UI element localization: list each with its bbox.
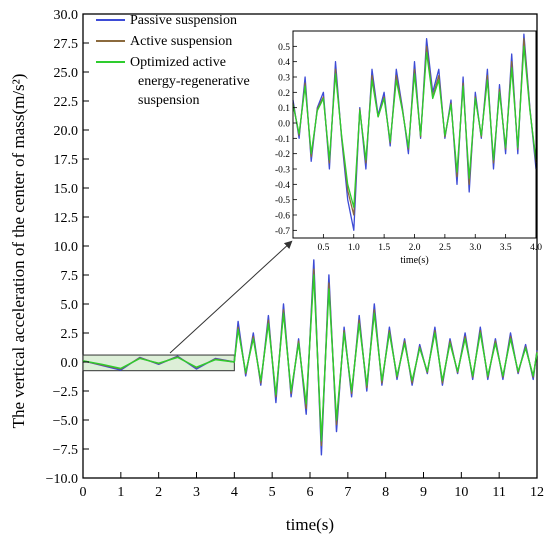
x-tick-label: 6 — [307, 485, 314, 500]
x-tick-label: 9 — [420, 485, 427, 500]
inset-x-tick-label: 4.0 — [530, 243, 542, 253]
x-tick-label: 7 — [344, 485, 351, 500]
main-series-line-3 — [82, 274, 538, 442]
inset-x-tick-label: 0.5 — [317, 243, 329, 253]
inset-plot: 0.5 1.0 1.5 2.0 2.5 3.0 3.5 4.0 -0.7-0.6-0.5-0.… — [275, 30, 542, 266]
legend: Passive suspension Active suspension Optim… — [96, 13, 250, 108]
y-tick-label: 20.0 — [54, 124, 79, 139]
y-tick-label: 0.0 — [61, 356, 79, 371]
legend-label-3: Optimized active — [130, 55, 226, 70]
inset-x-tick-label: 3.0 — [469, 243, 481, 253]
inset-y-tick-label: 0.2 — [278, 89, 290, 99]
x-axis-label: time(s) — [286, 515, 334, 534]
x-tick-label: 2 — [155, 485, 162, 500]
inset-y-tick-label: -0.4 — [275, 181, 290, 191]
inset-series-line-3 — [292, 45, 537, 208]
inset-y-tick-label: 0.0 — [278, 120, 290, 130]
inset-x-axis-label: time(s) — [400, 255, 428, 266]
y-axis-label: The vertical acceleration of the center … — [9, 74, 28, 429]
legend-label-3: energy-regenerative — [138, 74, 250, 89]
x-tick-label: 0 — [80, 485, 87, 500]
y-tick-label: 2.5 — [61, 327, 79, 342]
main-plot: 0 1 2 3 4 5 6 7 8 9 10 11 12 −10.0−7.5−5.0−2.50.02.5… — [9, 8, 544, 534]
inset-y-tick-label: -0.7 — [275, 227, 290, 237]
y-tick-label: −7.5 — [53, 443, 78, 458]
legend-label-1: Passive suspension — [130, 13, 237, 28]
y-tick-label: −10.0 — [46, 472, 78, 487]
x-tick-label: 1 — [117, 485, 124, 500]
main-y-ticks: −10.0 −7.5 −5.0 −2.5 0.0 2.5 5.0 7.5 10.0 12.5 15.… — [46, 8, 89, 487]
y-tick-label: −2.5 — [53, 385, 78, 400]
inset-y-tick-label: -0.2 — [275, 150, 290, 160]
inset-x-tick-label: 2.0 — [409, 243, 421, 253]
inset-x-tick-label: 1.5 — [378, 243, 390, 253]
y-tick-label: 7.5 — [61, 269, 79, 284]
y-tick-label: 5.0 — [61, 298, 79, 313]
inset-x-tick-label: 1.0 — [348, 243, 360, 253]
inset-y-tick-label: -0.1 — [275, 135, 290, 145]
x-tick-label: 3 — [193, 485, 200, 500]
inset-y-tick-label: 0.1 — [278, 104, 290, 114]
x-tick-label: 5 — [269, 485, 276, 500]
inset-series-group — [292, 33, 537, 231]
x-tick-label: 4 — [231, 485, 238, 500]
y-tick-label: 27.5 — [54, 37, 79, 52]
y-tick-label: 25.0 — [54, 66, 79, 81]
inset-y-tick-label: 0.5 — [278, 43, 290, 53]
y-tick-label: 22.5 — [54, 95, 79, 110]
y-tick-label: 30.0 — [54, 8, 79, 23]
inset-y-tick-label: 0.4 — [278, 58, 290, 68]
inset-x-tick-label: 2.5 — [439, 243, 451, 253]
zoom-connector-arrow — [169, 240, 293, 354]
legend-label-2: Active suspension — [130, 34, 232, 49]
main-x-ticks: 0 1 2 3 4 5 6 7 8 9 10 11 12 — [80, 472, 544, 500]
inset-y-ticks: -0.7 -0.6 -0.5 -0.4 -0.3 -0.2 -0.1 0.0 0.1 0.2 0.3… — [275, 43, 297, 237]
inset-y-tick-label: -0.5 — [275, 196, 290, 206]
legend-label-3: suspension — [138, 93, 199, 108]
y-tick-label: −5.0 — [53, 414, 78, 429]
y-tick-label: 17.5 — [54, 153, 79, 168]
inset-x-ticks: 0.5 1.0 1.5 2.0 2.5 3.0 3.5 4.0 — [317, 234, 542, 253]
main-series-group — [82, 259, 538, 456]
x-tick-label: 10 — [454, 485, 468, 500]
x-tick-label: 12 — [530, 485, 544, 500]
x-tick-label: 8 — [382, 485, 389, 500]
x-tick-label: 11 — [492, 485, 505, 500]
inset-y-tick-label: -0.6 — [275, 212, 290, 222]
inset-x-tick-label: 3.5 — [500, 243, 512, 253]
y-tick-label: 10.0 — [54, 240, 79, 255]
y-tick-label: 15.0 — [54, 182, 79, 197]
y-tick-label: 12.5 — [54, 211, 79, 226]
inset-y-tick-label: 0.3 — [278, 74, 290, 84]
inset-y-tick-label: -0.3 — [275, 166, 290, 176]
